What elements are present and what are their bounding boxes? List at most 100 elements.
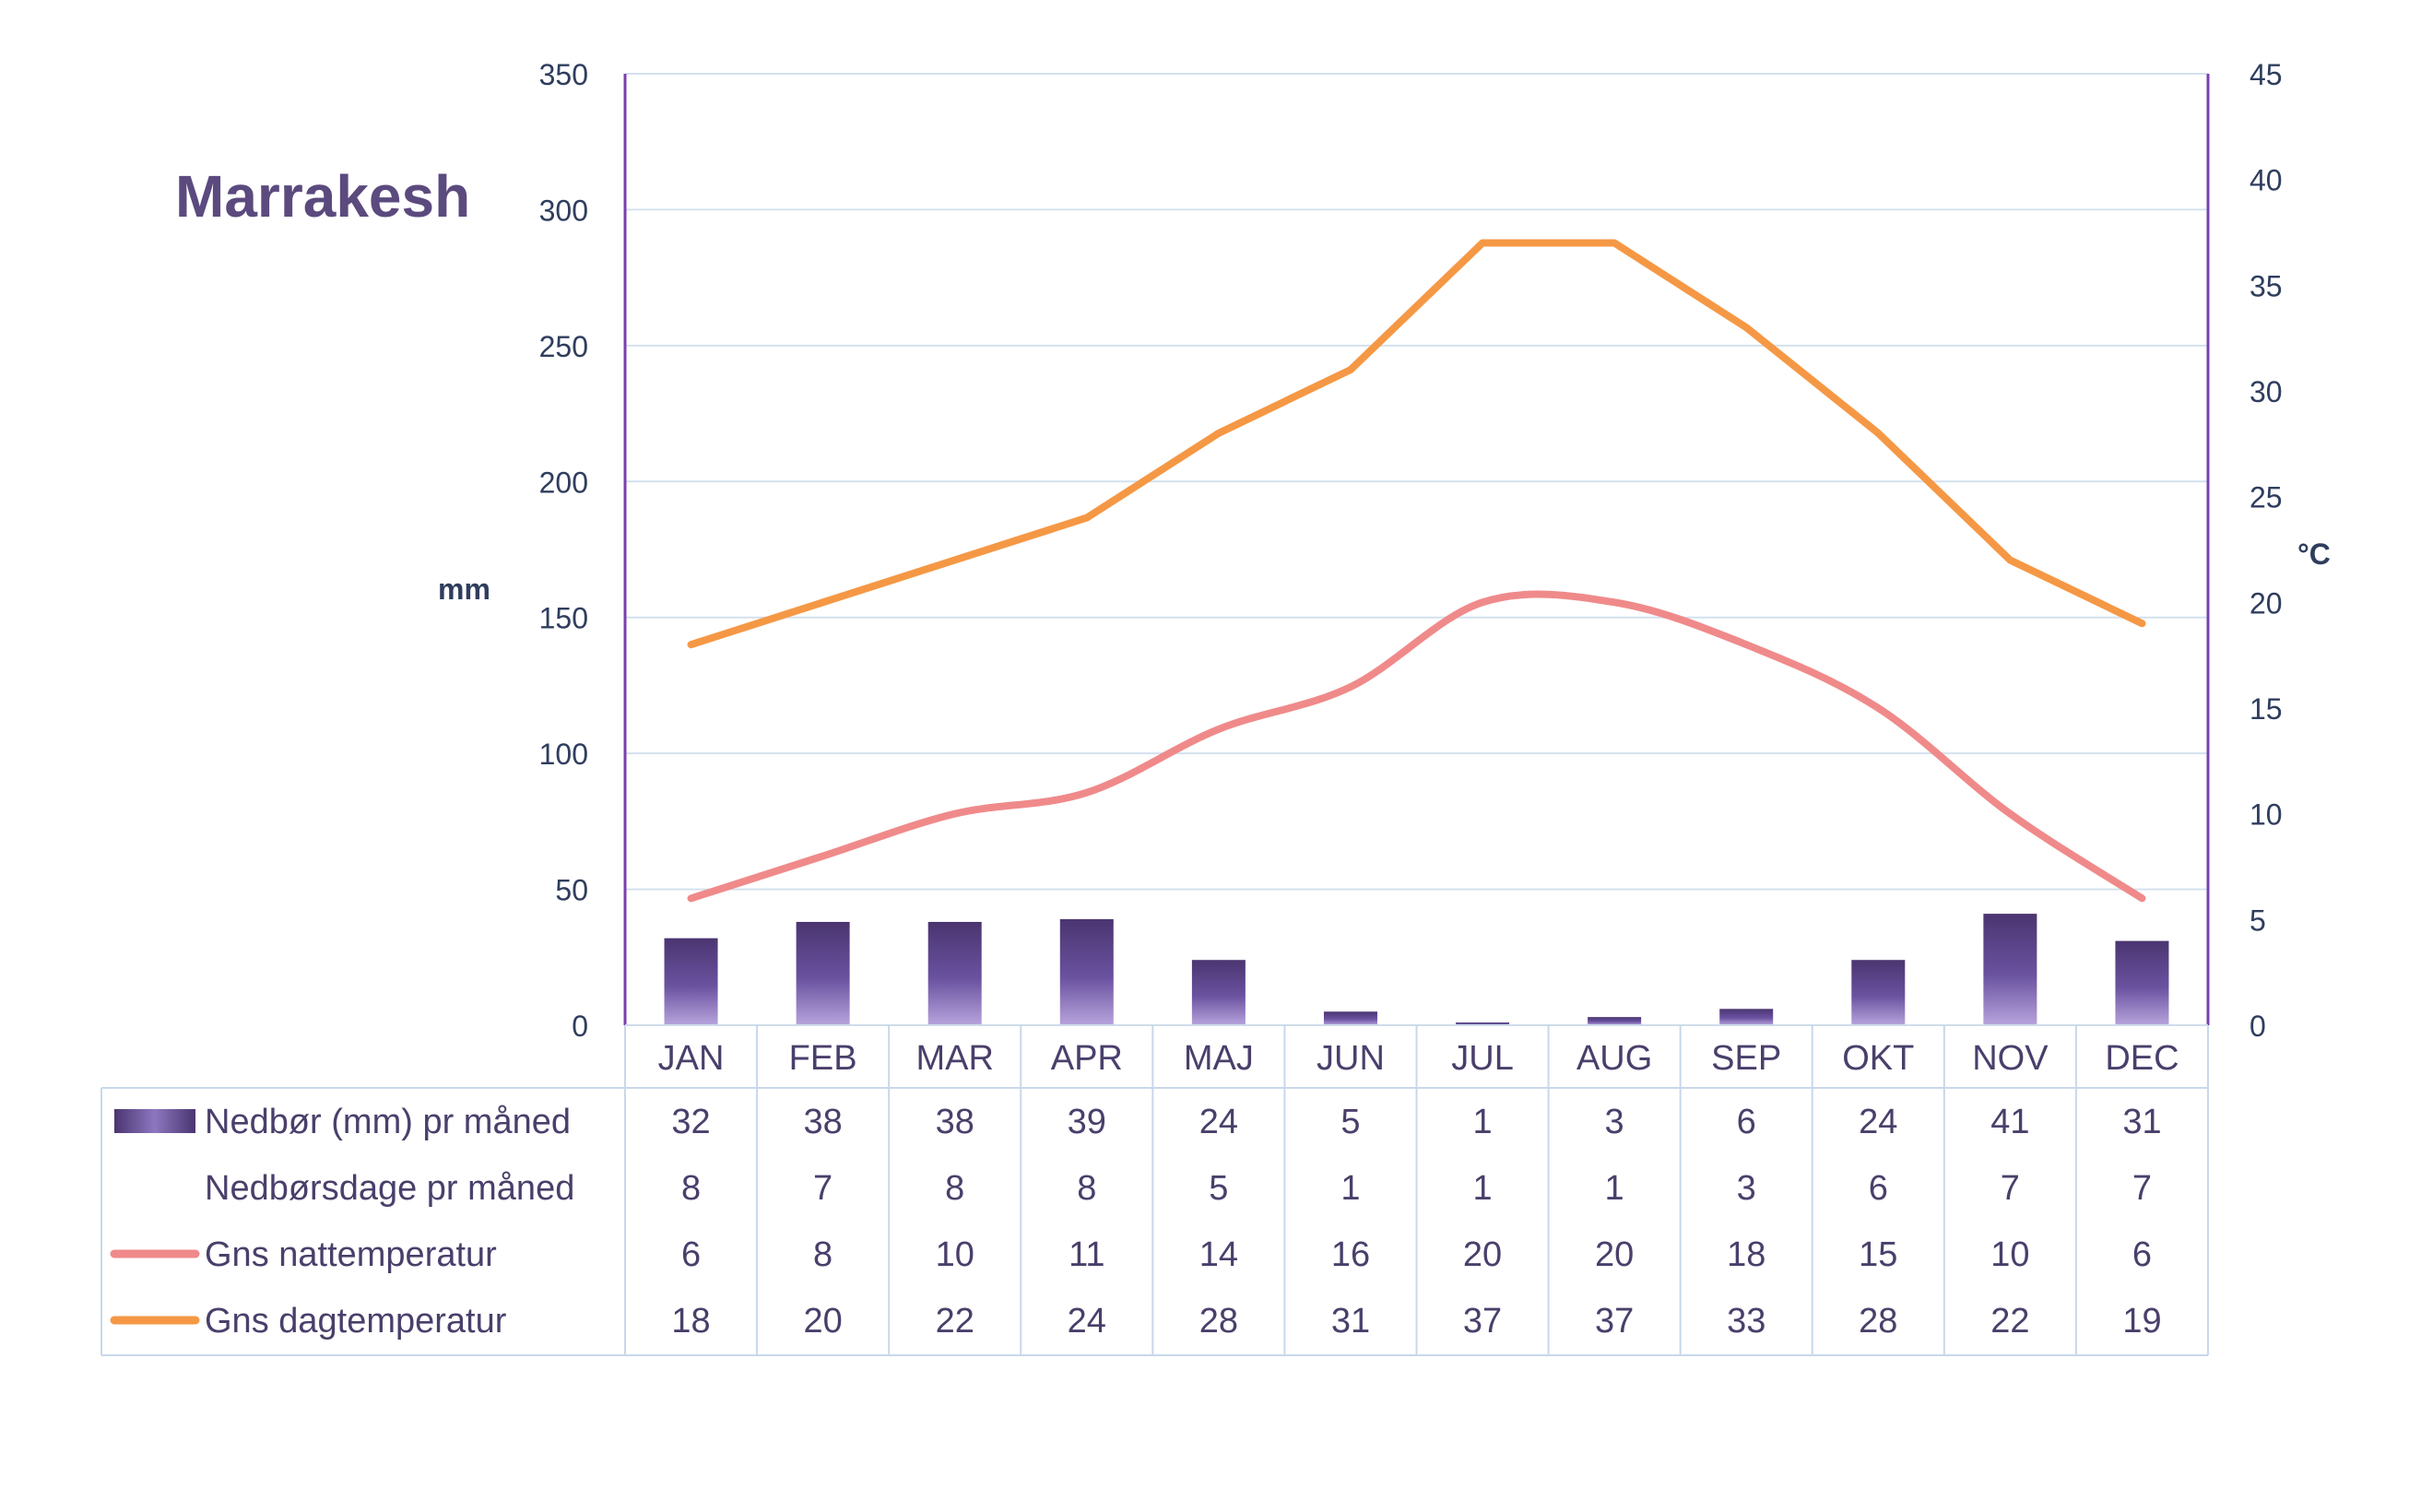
gridlines: [625, 73, 2208, 891]
table-cell: 8: [1077, 1169, 1096, 1208]
table-cell: 31: [1331, 1302, 1370, 1341]
table-cell: 28: [1859, 1302, 1897, 1341]
table-row-label: Nedbørsdage pr måned: [205, 1169, 574, 1208]
table-cell: 31: [2122, 1103, 2161, 1141]
table-cell: 14: [1199, 1235, 1238, 1274]
table-cell: 19: [2122, 1302, 2161, 1341]
table-cell: 8: [813, 1235, 833, 1274]
table-cell: 18: [1727, 1235, 1765, 1274]
table-cell: 22: [936, 1302, 974, 1341]
table-cell: 15: [1859, 1235, 1897, 1274]
right-tick-label: 0: [2250, 1010, 2266, 1043]
right-tick-label: 20: [2250, 586, 2283, 620]
month-label: SEP: [1711, 1039, 1781, 1078]
legend-swatch-precip: [114, 1109, 195, 1133]
table-cell: 20: [1595, 1235, 1634, 1274]
table-cell: 32: [671, 1103, 710, 1141]
right-tick-label: 35: [2250, 269, 2283, 302]
month-label: NOV: [1972, 1039, 2049, 1078]
night-temperature-line: [687, 590, 2146, 903]
table-cell: 11: [1069, 1235, 1104, 1274]
month-label: OKT: [1842, 1039, 1914, 1078]
table-cell: 8: [681, 1169, 701, 1208]
precip-bar: [1851, 960, 1906, 1025]
chart-title: Marrakesh: [175, 163, 470, 230]
precip-bar: [1323, 1011, 1377, 1025]
table-cell: 5: [1209, 1169, 1228, 1208]
month-label: FEB: [789, 1039, 857, 1078]
month-label: MAJ: [1184, 1039, 1254, 1078]
table-cell: 10: [1990, 1235, 2029, 1274]
table-cell: 37: [1463, 1302, 1502, 1341]
right-axis-ticks: 0 5 10 15 20 25 30 35 40 45: [2250, 58, 2283, 1043]
precip-bar: [1456, 1022, 1510, 1025]
table-cell: 38: [803, 1103, 842, 1141]
table-cell: 18: [671, 1302, 710, 1341]
table-cell: 20: [803, 1302, 842, 1341]
table-row-label: Gns nattemperatur: [205, 1235, 497, 1274]
table-cell: 1: [1472, 1103, 1492, 1141]
table-cell: 7: [2132, 1169, 2152, 1208]
table-cell: 6: [681, 1235, 701, 1274]
precip-bar: [1983, 914, 2037, 1025]
temperature-lines: [687, 239, 2146, 903]
right-tick-label: 45: [2250, 58, 2283, 91]
precip-bar: [796, 921, 850, 1025]
table-cell: 7: [2001, 1169, 2020, 1208]
table-cell: 6: [1869, 1169, 1888, 1208]
table-cell: 1: [1605, 1169, 1624, 1208]
month-label: DEC: [2105, 1039, 2179, 1078]
table-cell: 5: [1340, 1103, 1360, 1141]
right-tick-label: 40: [2250, 164, 2283, 197]
table-cell: 33: [1727, 1302, 1765, 1341]
table-cell: 41: [1990, 1103, 2029, 1141]
month-label: APR: [1051, 1039, 1123, 1078]
right-axis-label: °C: [2297, 537, 2331, 571]
table-cell: 37: [1595, 1302, 1634, 1341]
month-label: JAN: [658, 1039, 725, 1078]
table-cell: 6: [2132, 1235, 2152, 1274]
precip-bar: [664, 938, 718, 1025]
left-tick-label: 250: [539, 330, 588, 363]
data-table: JAN FEB MAR APR MAJ JUN JUL AUG SEP OKT NOV DEC Nedb…: [100, 1025, 2209, 1356]
month-label: MAR: [915, 1039, 993, 1078]
right-tick-label: 25: [2250, 481, 2283, 514]
table-cell: 20: [1463, 1235, 1502, 1274]
month-label: JUN: [1317, 1039, 1385, 1078]
axes: [623, 74, 2210, 1026]
table-cell: 38: [936, 1103, 974, 1141]
day-temperature-line: [687, 239, 2146, 649]
precip-bar: [927, 921, 982, 1025]
precip-bar: [2115, 940, 2169, 1025]
month-label: JUL: [1451, 1039, 1514, 1078]
table-cell: 10: [936, 1235, 974, 1274]
right-tick-label: 15: [2250, 692, 2283, 726]
precip-bar: [1191, 960, 1246, 1025]
table-cell: 7: [813, 1169, 833, 1208]
precipitation-bars: [664, 914, 2169, 1025]
left-tick-label: 150: [539, 602, 588, 635]
precip-bar: [1719, 1009, 1774, 1025]
left-tick-label: 50: [555, 874, 588, 907]
left-tick-label: 350: [539, 58, 588, 91]
table-row-label: Gns dagtemperatur: [205, 1302, 507, 1341]
precip-bar: [1059, 919, 1114, 1025]
table-cell: 1: [1472, 1169, 1492, 1208]
table-cell: 24: [1199, 1103, 1238, 1141]
precip-bar: [1588, 1017, 1642, 1025]
table-cell: 16: [1331, 1235, 1370, 1274]
table-cell: 6: [1737, 1103, 1756, 1141]
table-cell: 3: [1737, 1169, 1756, 1208]
left-axis-ticks: 0 50 100 150 200 250 300 350: [539, 58, 588, 1043]
table-cell: 22: [1990, 1302, 2029, 1341]
left-tick-label: 0: [572, 1010, 588, 1043]
left-tick-label: 100: [539, 738, 588, 771]
table-cell: 24: [1859, 1103, 1897, 1141]
table-cell: 8: [945, 1169, 964, 1208]
right-tick-label: 5: [2250, 904, 2266, 937]
table-cell: 39: [1068, 1103, 1106, 1141]
left-tick-label: 300: [539, 194, 588, 227]
right-tick-label: 10: [2250, 798, 2283, 832]
table-cell: 1: [1340, 1169, 1360, 1208]
